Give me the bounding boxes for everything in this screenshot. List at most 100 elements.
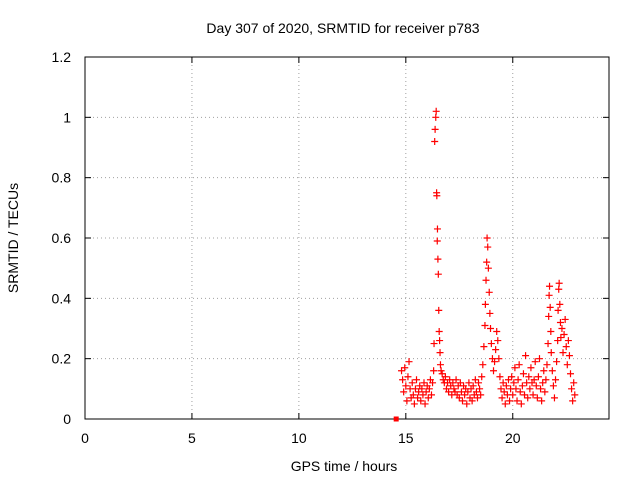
data-point — [486, 309, 494, 317]
data-point — [535, 355, 543, 363]
data-point — [567, 370, 575, 378]
data-point — [565, 352, 573, 360]
data-point — [493, 328, 501, 336]
data-point — [500, 388, 508, 396]
y-axis-label: SRMTID / TECUs — [5, 183, 21, 293]
data-point — [441, 373, 449, 381]
data-point — [418, 385, 426, 393]
data-point — [461, 391, 469, 399]
data-point — [552, 376, 560, 384]
data-point — [435, 328, 443, 336]
data-point — [568, 385, 576, 393]
data-point — [432, 107, 440, 115]
data-point — [402, 382, 410, 390]
data-point — [479, 361, 487, 369]
data-point — [530, 376, 538, 384]
data-point — [430, 340, 438, 348]
data-point — [545, 312, 553, 320]
data-point — [513, 397, 521, 405]
data-point — [519, 370, 527, 378]
x-tick-label: 15 — [398, 430, 414, 446]
data-point — [456, 379, 464, 387]
data-point — [481, 300, 489, 308]
data-point — [446, 376, 454, 384]
x-axis-label: GPS time / hours — [291, 458, 398, 474]
data-point — [569, 397, 577, 405]
x-tick-label: 20 — [505, 430, 521, 446]
chart-title: Day 307 of 2020, SRMTID for receiver p78… — [206, 20, 479, 36]
data-point — [558, 325, 566, 332]
data-point — [409, 391, 417, 399]
data-point — [526, 385, 534, 393]
data-point — [532, 382, 540, 390]
data-point — [556, 318, 564, 326]
data-point — [555, 285, 563, 293]
data-point — [398, 367, 406, 375]
data-point — [497, 385, 505, 393]
data-point — [477, 391, 485, 399]
data-point — [570, 379, 578, 387]
data-point — [546, 282, 554, 290]
data-point — [455, 394, 463, 402]
data-point — [472, 388, 480, 396]
data-point — [434, 255, 442, 263]
data-point — [537, 385, 545, 393]
data-point — [559, 349, 567, 357]
data-point — [540, 367, 548, 375]
data-point — [562, 343, 570, 351]
data-point — [550, 394, 558, 402]
data-point — [436, 349, 444, 357]
grid — [85, 57, 609, 419]
data-point — [556, 300, 564, 308]
data-point — [487, 325, 495, 332]
data-point — [433, 225, 441, 233]
data-point — [475, 379, 483, 387]
data-point — [429, 379, 437, 387]
data-point — [452, 376, 460, 384]
data-point — [434, 270, 442, 278]
y-tick-label: 0.8 — [52, 170, 72, 186]
data-point — [495, 355, 503, 363]
data-point — [436, 361, 444, 369]
data-point — [476, 385, 484, 393]
data-point — [509, 391, 517, 399]
data-point — [471, 376, 479, 384]
data-point — [438, 370, 446, 378]
data-point — [496, 373, 504, 381]
data-point — [539, 379, 547, 387]
data-point — [516, 388, 524, 396]
data-point — [427, 391, 435, 399]
y-tick-label: 0 — [63, 411, 71, 427]
data-point — [538, 397, 546, 405]
data-point — [433, 237, 441, 245]
data-point — [511, 364, 519, 372]
data-point — [557, 334, 565, 342]
data-point — [458, 397, 466, 405]
data-point — [469, 382, 477, 390]
data-point — [399, 376, 407, 384]
data-point — [419, 391, 427, 399]
data-point — [431, 125, 439, 133]
data-point — [524, 394, 532, 402]
data-point — [527, 364, 535, 372]
y-tick-label: 0.6 — [52, 230, 72, 246]
data-point — [515, 361, 523, 369]
y-tick-label: 0.4 — [52, 290, 72, 306]
data-point — [504, 376, 512, 384]
data-point — [548, 367, 556, 375]
data-point — [502, 382, 510, 390]
data-point — [510, 379, 518, 387]
data-point — [403, 397, 411, 405]
data-point — [522, 352, 530, 360]
data-point — [544, 340, 552, 348]
data-point — [450, 385, 458, 393]
data-point — [411, 385, 419, 393]
data-point — [481, 321, 489, 329]
data-point — [506, 397, 514, 405]
data-point — [541, 388, 549, 396]
data-point — [420, 379, 428, 387]
x-tick-label: 10 — [291, 430, 307, 446]
data-point — [417, 397, 425, 405]
data-point — [543, 361, 551, 369]
